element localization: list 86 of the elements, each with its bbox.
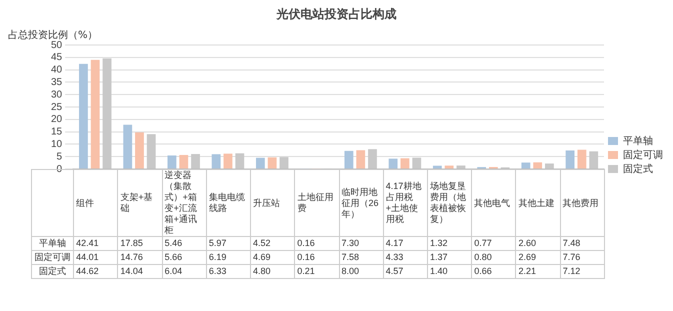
bar [90, 60, 100, 168]
y-tick-label: 25 [51, 102, 63, 113]
bar [432, 166, 442, 168]
x-tick-label: 支架+基础 [118, 170, 162, 236]
data-label: 7.30 [339, 236, 384, 250]
legend-label: 固定式 [623, 162, 653, 175]
data-label: 0.16 [294, 236, 340, 250]
data-label: 4.80 [250, 264, 295, 278]
x-tick-label: 临时用地征用（26年） [339, 170, 384, 236]
data-label: 44.01 [74, 250, 118, 264]
y-tick-label: 40 [51, 64, 63, 76]
bar [400, 158, 410, 168]
y-tick-label: 35 [51, 76, 63, 88]
data-label: 17.85 [118, 236, 162, 250]
data-label: 0.21 [294, 264, 340, 278]
data-label: 4.52 [250, 236, 295, 250]
data-label: 1.37 [427, 250, 472, 264]
data-label: 7.12 [560, 264, 604, 278]
data-label: 4.69 [250, 250, 295, 264]
data-label: 5.46 [162, 236, 206, 250]
data-label: 7.58 [339, 250, 384, 264]
data-label: 14.04 [118, 264, 162, 278]
y-tick-label: 10 [51, 138, 63, 150]
bar [224, 154, 232, 168]
legend-label: 平单轴 [623, 134, 653, 147]
data-label: 1.32 [427, 236, 472, 250]
bar [577, 150, 586, 168]
data-label: 7.48 [560, 236, 604, 250]
bar [135, 132, 144, 168]
text: 固定可调 [34, 252, 71, 262]
data-label: 2.21 [516, 264, 560, 278]
data-label: 4.57 [383, 264, 428, 278]
bar [521, 162, 530, 168]
data-label: 5.97 [206, 236, 251, 250]
chart-title: 光伏电站投资占比构成 [275, 6, 398, 23]
data-label: 0.66 [472, 264, 516, 278]
data-label: 6.19 [206, 250, 251, 264]
bar [212, 154, 221, 168]
data-label: 42.41 [74, 236, 118, 250]
bar [79, 64, 88, 168]
x-tick-label: 集电电缆线路 [206, 170, 251, 236]
x-tick-label: 场地复垦费用（地表植被恢复） [427, 170, 472, 236]
text: 平单轴 [39, 238, 66, 248]
y-tick-label: 5 [56, 151, 63, 162]
data-label: 7.76 [560, 250, 604, 264]
data-label: 0.16 [294, 250, 340, 264]
y-tick-label: 15 [51, 126, 63, 138]
data-label: 5.66 [162, 250, 206, 264]
x-tick-label: 土地征用费 [294, 170, 340, 236]
bar [444, 166, 454, 168]
data-label: 14.76 [118, 250, 162, 264]
y-tick-label: 20 [51, 114, 63, 126]
data-label: 6.04 [162, 264, 206, 278]
x-tick-label: 升压站 [250, 170, 295, 236]
bar [123, 124, 132, 168]
x-tick-label: 其他土建 [516, 170, 560, 236]
y-axis-title: 占总投资比例（%） [8, 28, 98, 41]
data-label: 4.33 [383, 250, 428, 264]
text: 固定式 [39, 266, 66, 276]
x-tick-label: 其他费用 [560, 170, 604, 236]
y-tick-label: 45 [51, 52, 63, 64]
data-label: 6.33 [206, 264, 251, 278]
bar [533, 162, 542, 168]
bar [566, 150, 575, 168]
data-label: 2.69 [516, 250, 560, 264]
bar [179, 154, 188, 168]
x-tick-label: 逆变器（集散式）+箱变+汇流箱+通讯柜 [162, 170, 206, 236]
data-label: 8.00 [339, 264, 384, 278]
x-tick-label: 4.17耕地占用税+土地使用税 [383, 170, 428, 236]
bar [256, 158, 265, 168]
data-label: 2.60 [516, 236, 560, 250]
x-tick-label: 组件 [74, 170, 118, 236]
bar [356, 150, 366, 168]
data-label: 0.77 [472, 236, 516, 250]
bar [388, 158, 398, 168]
x-tick-label: 其他电气 [472, 170, 516, 236]
data-label: 0.80 [472, 250, 516, 264]
data-label: 44.62 [74, 264, 118, 278]
y-tick-label: 50 [51, 40, 63, 51]
bar [344, 150, 354, 168]
data-label: 1.40 [427, 264, 472, 278]
bar [168, 155, 176, 168]
y-tick-label: 30 [51, 89, 63, 100]
bar [268, 157, 277, 168]
legend-label: 固定可调 [623, 148, 663, 161]
data-label: 4.17 [383, 236, 428, 250]
